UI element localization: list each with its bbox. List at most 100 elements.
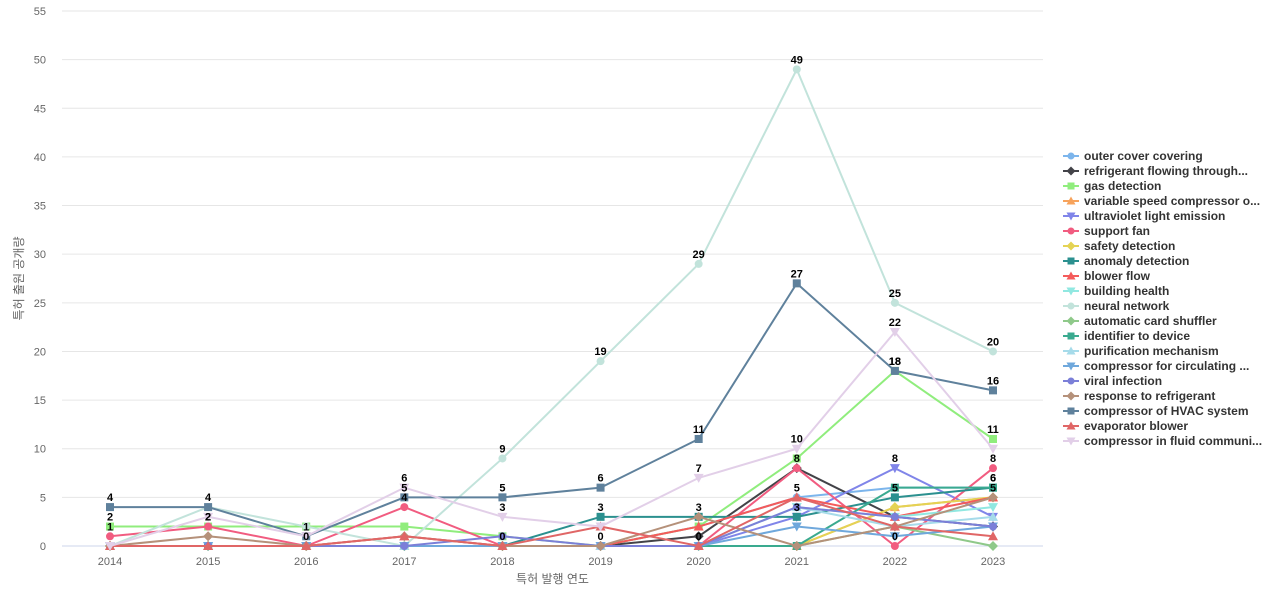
legend-item[interactable]: compressor for circulating ... xyxy=(1063,359,1249,373)
data-point xyxy=(106,522,114,531)
legend-item[interactable]: identifier to device xyxy=(1063,329,1190,343)
legend-label: support fan xyxy=(1084,224,1150,238)
data-point xyxy=(596,357,605,366)
data-point xyxy=(595,541,606,551)
legend-label: outer cover covering xyxy=(1084,149,1203,163)
grid-lines xyxy=(62,10,1043,498)
legend-item[interactable]: compressor of HVAC system xyxy=(1063,404,1249,418)
legend-item[interactable]: viral infection xyxy=(1063,374,1162,388)
y-tick-label: 10 xyxy=(34,444,46,456)
data-point xyxy=(792,503,801,512)
data-point xyxy=(203,512,214,522)
legend-item[interactable]: refrigerant flowing through... xyxy=(1063,164,1248,178)
data-point xyxy=(595,522,606,532)
y-tick-label: 20 xyxy=(34,346,46,358)
data-label: 2 xyxy=(107,512,113,524)
series-line xyxy=(110,496,994,548)
x-tick-label: 2016 xyxy=(294,556,318,568)
data-label: 1 xyxy=(303,521,309,533)
legend-marker xyxy=(1067,257,1075,265)
legend-item[interactable]: response to refrigerant xyxy=(1063,389,1215,403)
data-point xyxy=(302,522,311,531)
data-point xyxy=(792,65,801,74)
legend-item[interactable]: variable speed compressor o... xyxy=(1063,194,1260,208)
legend-item[interactable]: blower flow xyxy=(1063,269,1151,283)
data-label: 3 xyxy=(696,502,702,514)
data-point xyxy=(106,503,114,512)
legend-item[interactable]: support fan xyxy=(1063,224,1150,238)
legend-item[interactable]: ultraviolet light emission xyxy=(1063,209,1225,223)
legend-label: blower flow xyxy=(1084,269,1151,283)
legend-item[interactable]: compressor in fluid communi... xyxy=(1063,434,1262,448)
data-label: 0 xyxy=(892,531,898,543)
legend-label: variable speed compressor o... xyxy=(1084,194,1260,208)
data-label: 7 xyxy=(696,463,702,475)
data-label: 16 xyxy=(987,375,999,387)
y-axis-ticks: 0 5 10 15 20 25 30 35 40 45 50 55 xyxy=(34,6,46,553)
data-point xyxy=(890,512,899,521)
legend-marker xyxy=(1066,241,1076,251)
legend-item[interactable]: anomaly detection xyxy=(1063,254,1189,268)
data-point xyxy=(400,493,409,502)
legend-label: automatic card shuffler xyxy=(1084,314,1217,328)
data-point xyxy=(889,521,900,531)
data-point xyxy=(889,464,900,474)
data-point xyxy=(988,531,998,541)
data-point xyxy=(988,492,998,503)
x-tick-label: 2014 xyxy=(98,556,122,568)
legend-marker xyxy=(1067,407,1075,415)
data-label: 6 xyxy=(401,473,407,485)
legend-item[interactable]: building health xyxy=(1063,284,1169,298)
data-label: 6 xyxy=(597,473,603,485)
data-label: 3 xyxy=(794,502,800,514)
data-label: 2 xyxy=(205,512,211,524)
legend-item[interactable]: evaporator blower xyxy=(1063,419,1188,433)
data-label: 19 xyxy=(594,346,606,358)
data-label: 3 xyxy=(499,502,505,514)
data-point xyxy=(301,541,312,550)
x-tick-label: 2019 xyxy=(588,556,612,568)
data-point xyxy=(890,483,899,492)
legend-label: ultraviolet light emission xyxy=(1084,209,1225,223)
data-point xyxy=(989,464,997,473)
data-point xyxy=(400,503,409,512)
data-label: 22 xyxy=(889,317,901,329)
legend-item[interactable]: neural network xyxy=(1063,299,1170,313)
data-point xyxy=(400,542,409,550)
data-label: 0 xyxy=(499,531,505,543)
data-label: 11 xyxy=(987,424,999,436)
data-label: 4 xyxy=(107,492,114,504)
legend-marker xyxy=(1066,287,1076,296)
legend-item[interactable]: outer cover covering xyxy=(1063,149,1203,163)
data-label: 2 xyxy=(205,512,211,524)
data-label: 29 xyxy=(693,249,705,261)
legend-item[interactable]: gas detection xyxy=(1063,179,1161,193)
legend-marker xyxy=(1066,166,1076,176)
y-tick-label: 40 xyxy=(34,152,46,164)
series-lines xyxy=(105,65,998,551)
y-tick-label: 50 xyxy=(34,55,46,67)
x-tick-label: 2020 xyxy=(686,556,710,568)
legend-marker xyxy=(1067,302,1075,310)
data-label: 3 xyxy=(597,502,603,514)
data-label: 25 xyxy=(889,288,901,300)
y-tick-label: 15 xyxy=(34,395,46,407)
data-point xyxy=(989,347,997,356)
legend-label: anomaly detection xyxy=(1084,254,1189,268)
x-tick-label: 2022 xyxy=(883,556,907,568)
legend-item[interactable]: automatic card shuffler xyxy=(1063,314,1217,328)
legend-item[interactable]: purification mechanism xyxy=(1063,344,1219,358)
legend-label: neural network xyxy=(1084,299,1170,313)
data-point xyxy=(693,521,704,531)
y-tick-label: 5 xyxy=(40,492,46,504)
data-point xyxy=(792,512,801,521)
data-point xyxy=(693,531,704,542)
legend-label: purification mechanism xyxy=(1084,344,1219,358)
data-point xyxy=(399,531,410,541)
data-label: 0 xyxy=(597,531,603,543)
legend-item[interactable]: safety detection xyxy=(1063,239,1175,253)
data-point xyxy=(791,522,802,532)
